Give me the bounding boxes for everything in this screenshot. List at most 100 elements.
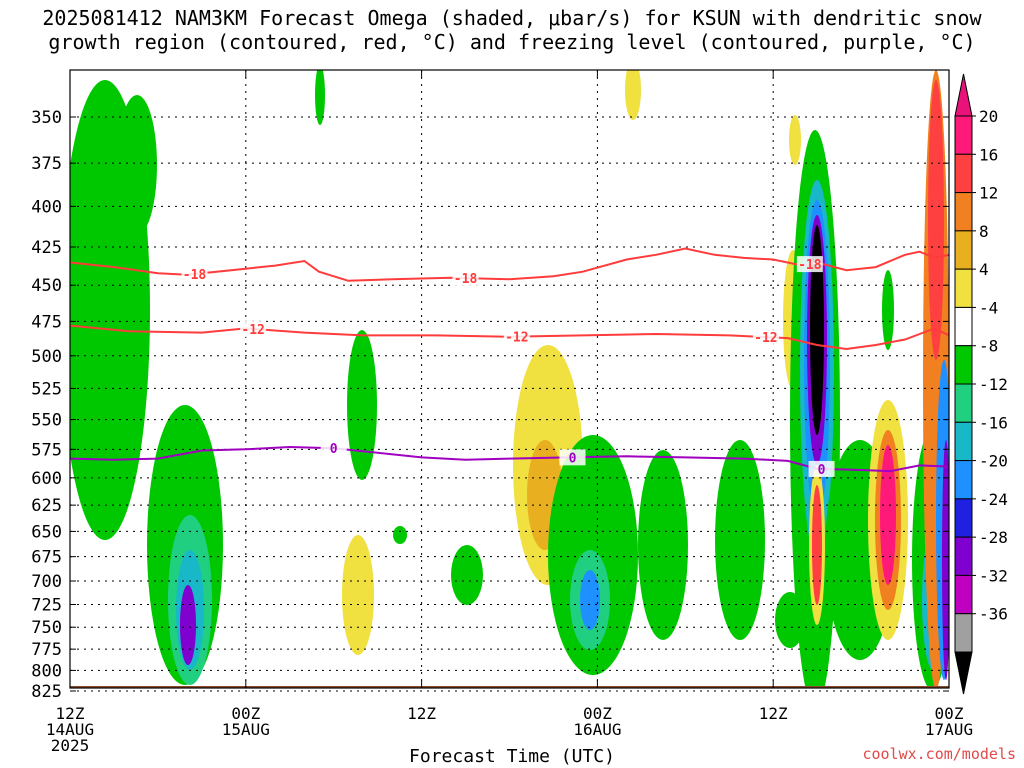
contour-label: 0 [569,451,577,466]
contour-label: 0 [818,463,826,478]
omega-shading [70,70,949,688]
contour-label: -12 [754,331,777,346]
y-tick-label: 500 [31,347,62,367]
colorbar-swatch [954,115,973,155]
x-tick-label: 12Z [407,704,436,723]
y-tick-label: 400 [31,197,62,217]
omega-shade-region [393,526,407,544]
temperature-contours: -18 -18 -18 -12 -12 -12 0 0 0 [70,247,949,478]
y-tick-label: 650 [31,522,62,542]
colorbar-label: 8 [979,222,989,241]
colorbar-label: -16 [979,413,1008,432]
y-tick-label: 425 [31,238,62,258]
x-tick-label: 12Z [759,704,788,723]
colorbar-swatch [954,460,973,500]
omega-shade-region [715,440,765,640]
omega-shade-region [625,70,641,120]
x-tick-label: 00Z [935,704,964,723]
y-tick-label: 750 [31,618,62,638]
contour-label: -18 [454,272,478,287]
plot-frame [69,69,950,689]
contour-label: -12 [241,323,264,338]
contour-label: -18 [183,268,207,283]
colorbar-swatch [954,498,973,538]
colorbar-label: -4 [979,298,998,317]
contour-line-0 [70,445,949,473]
x-tick-label: 17AUG [925,720,973,739]
omega-shade-region [315,70,325,125]
colorbar-swatch [954,421,973,462]
colorbar-swatch [954,345,973,385]
colorbar-swatch [954,153,973,194]
omega-shade-region [580,570,600,630]
x-tick-label: 16AUG [573,720,621,739]
x-tick-label: 00Z [231,704,260,723]
source-credit: coolwx.com/models [862,745,1016,763]
colorbar-swatch [954,536,973,576]
colorbar-label: 16 [979,145,998,164]
y-tick-label: 475 [31,312,62,332]
x-tick-label: 00Z [583,704,612,723]
x-tick-label: 12Z [56,704,85,723]
contour-label: 0 [330,442,338,457]
contour-label: -18 [798,258,822,273]
y-tick-label: 775 [31,640,62,660]
colorbar-swatch [954,268,973,308]
colorbar: 20 16 12 8 4 -4 -8 -12 -16 -20 -24 -28 -32 -36 [954,73,1008,695]
y-tick-label: 625 [31,496,62,516]
colorbar-label: -36 [979,605,1008,624]
y-tick-label: 675 [31,548,62,568]
omega-shade-region [812,485,822,605]
colorbar-bottom-arrow [954,651,973,695]
chart-title-line-2: growth region (contoured, red, °C) and f… [48,30,976,54]
colorbar-label: -20 [979,452,1008,471]
y-tick-label: 375 [31,154,62,174]
colorbar-swatch [954,613,973,653]
x-axis-title: Forecast Time (UTC) [409,746,615,767]
x-tick-label: 2025 [51,736,90,755]
colorbar-swatch [954,230,973,270]
y-tick-label: 350 [31,108,62,128]
contour-label-bg [320,440,347,457]
colorbar-label: 4 [979,260,989,279]
omega-shade-region [928,80,944,360]
contour-label-bg [752,329,779,346]
colorbar-label: -24 [979,490,1008,509]
contour-label-bg [796,256,823,273]
omega-shade-region [789,115,801,165]
y-tick-label: 575 [31,440,62,460]
chart-title-line-1: 2025081412 NAM3KM Forecast Omega (shaded… [42,6,982,30]
x-tick-label: 15AUG [222,720,270,739]
colorbar-swatch [954,574,973,615]
terrain-strip [70,686,949,688]
y-axis: 350 375 400 425 450 475 500 525 550 575 600 625 650 6… [31,108,949,702]
omega-shade-region [180,585,196,665]
y-tick-label: 825 [31,682,62,702]
omega-shade-region [342,535,374,655]
y-tick-label: 800 [31,661,62,681]
y-tick-label: 525 [31,379,62,399]
omega-shade-region [810,225,824,435]
y-tick-label: 700 [31,572,62,592]
y-tick-label: 450 [31,276,62,296]
omega-shade-region [942,440,949,680]
colorbar-label: -12 [979,375,1008,394]
colorbar-top-arrow [954,73,973,117]
omega-shade-region [347,330,377,480]
colorbar-swatch [954,306,973,347]
contour-label-bg [503,328,530,345]
contour-label-bg [181,265,208,282]
x-tick-label: 14AUG [46,720,94,739]
colorbar-label: 20 [979,107,998,126]
colorbar-label: 12 [979,184,998,203]
omega-shade-region [880,445,896,585]
omega-shade-region [117,95,157,235]
colorbar-label: -8 [979,337,998,356]
contour-label-bg [452,270,479,287]
omega-shade-region [882,270,894,350]
y-tick-label: 600 [31,469,62,489]
contour-label-bg [240,320,267,337]
omega-shade-region [638,450,688,640]
